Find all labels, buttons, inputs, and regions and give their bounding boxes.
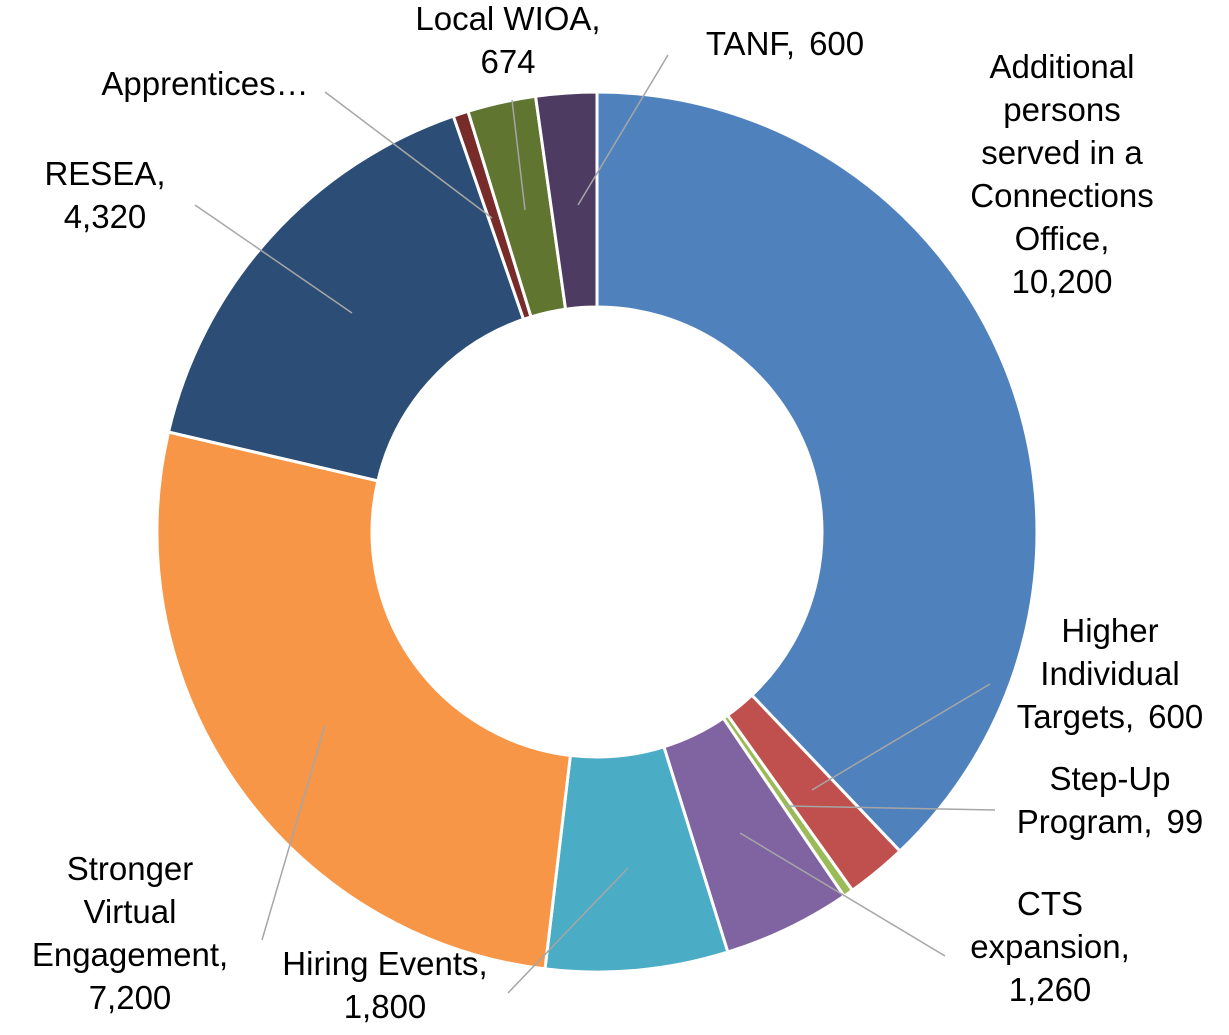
label-line: Individual	[1040, 655, 1179, 692]
value-label: 600	[809, 25, 864, 62]
label-line: persons	[1003, 91, 1120, 128]
data-label: Higher Individual Targets, 600	[1017, 612, 1203, 735]
label-line: TANF,	[706, 25, 795, 62]
slice	[166, 114, 526, 483]
leader-line	[511, 99, 526, 211]
leader-line	[261, 724, 326, 941]
data-label: Apprentices…	[101, 65, 308, 102]
data-label: Stronger Virtual Engagement, 7,200	[32, 850, 228, 1016]
value-label: 674	[480, 43, 535, 80]
label-line: expansion,	[970, 928, 1130, 965]
leader-line	[811, 683, 991, 791]
slice	[155, 430, 573, 971]
label-line: Additional	[990, 48, 1135, 85]
label-line: CTS	[1017, 885, 1083, 922]
leader-line	[739, 832, 946, 957]
data-label: CTS expansion, 1,260	[970, 885, 1130, 1008]
label-line: Hiring Events,	[282, 945, 487, 982]
label-line: Higher	[1061, 612, 1158, 649]
value-label: 4,320	[64, 198, 147, 235]
label-line: Stronger	[67, 850, 194, 887]
slice	[533, 90, 599, 311]
label-line: Apprentices…	[101, 65, 308, 102]
leader-line	[194, 204, 353, 314]
label-line: Targets,	[1017, 698, 1134, 735]
data-label: RESEA, 4,320	[44, 155, 165, 235]
label-line: Local WIOA,	[415, 0, 600, 37]
leader-line	[507, 867, 629, 994]
value-label: 1,260	[1009, 971, 1092, 1008]
value-label: 99	[1167, 803, 1204, 840]
data-label: Step-Up Program, 99	[1017, 760, 1203, 840]
data-label: TANF, 600	[706, 25, 864, 62]
label-line: Office,	[1015, 220, 1110, 257]
leader-line	[577, 54, 669, 206]
value-label: 7,200	[89, 979, 172, 1016]
data-label: Local WIOA, 674	[415, 0, 600, 80]
label-line: RESEA,	[44, 155, 165, 192]
leader-line	[784, 805, 996, 811]
slice	[595, 90, 1039, 854]
label-line: Program,	[1017, 803, 1153, 840]
label-line: Connections	[970, 177, 1153, 214]
label-line: Engagement,	[32, 936, 228, 973]
label-line: served in a	[981, 134, 1143, 171]
value-label: 600	[1148, 698, 1203, 735]
data-label: Hiring Events, 1,800	[282, 945, 487, 1025]
value-label: 10,200	[1012, 263, 1113, 300]
data-label: Additional persons served in a Connections O…	[970, 48, 1153, 300]
leader-line	[324, 91, 493, 219]
label-line: Virtual	[84, 893, 177, 930]
value-label: 1,800	[344, 988, 427, 1025]
label-line: Step-Up	[1049, 760, 1170, 797]
